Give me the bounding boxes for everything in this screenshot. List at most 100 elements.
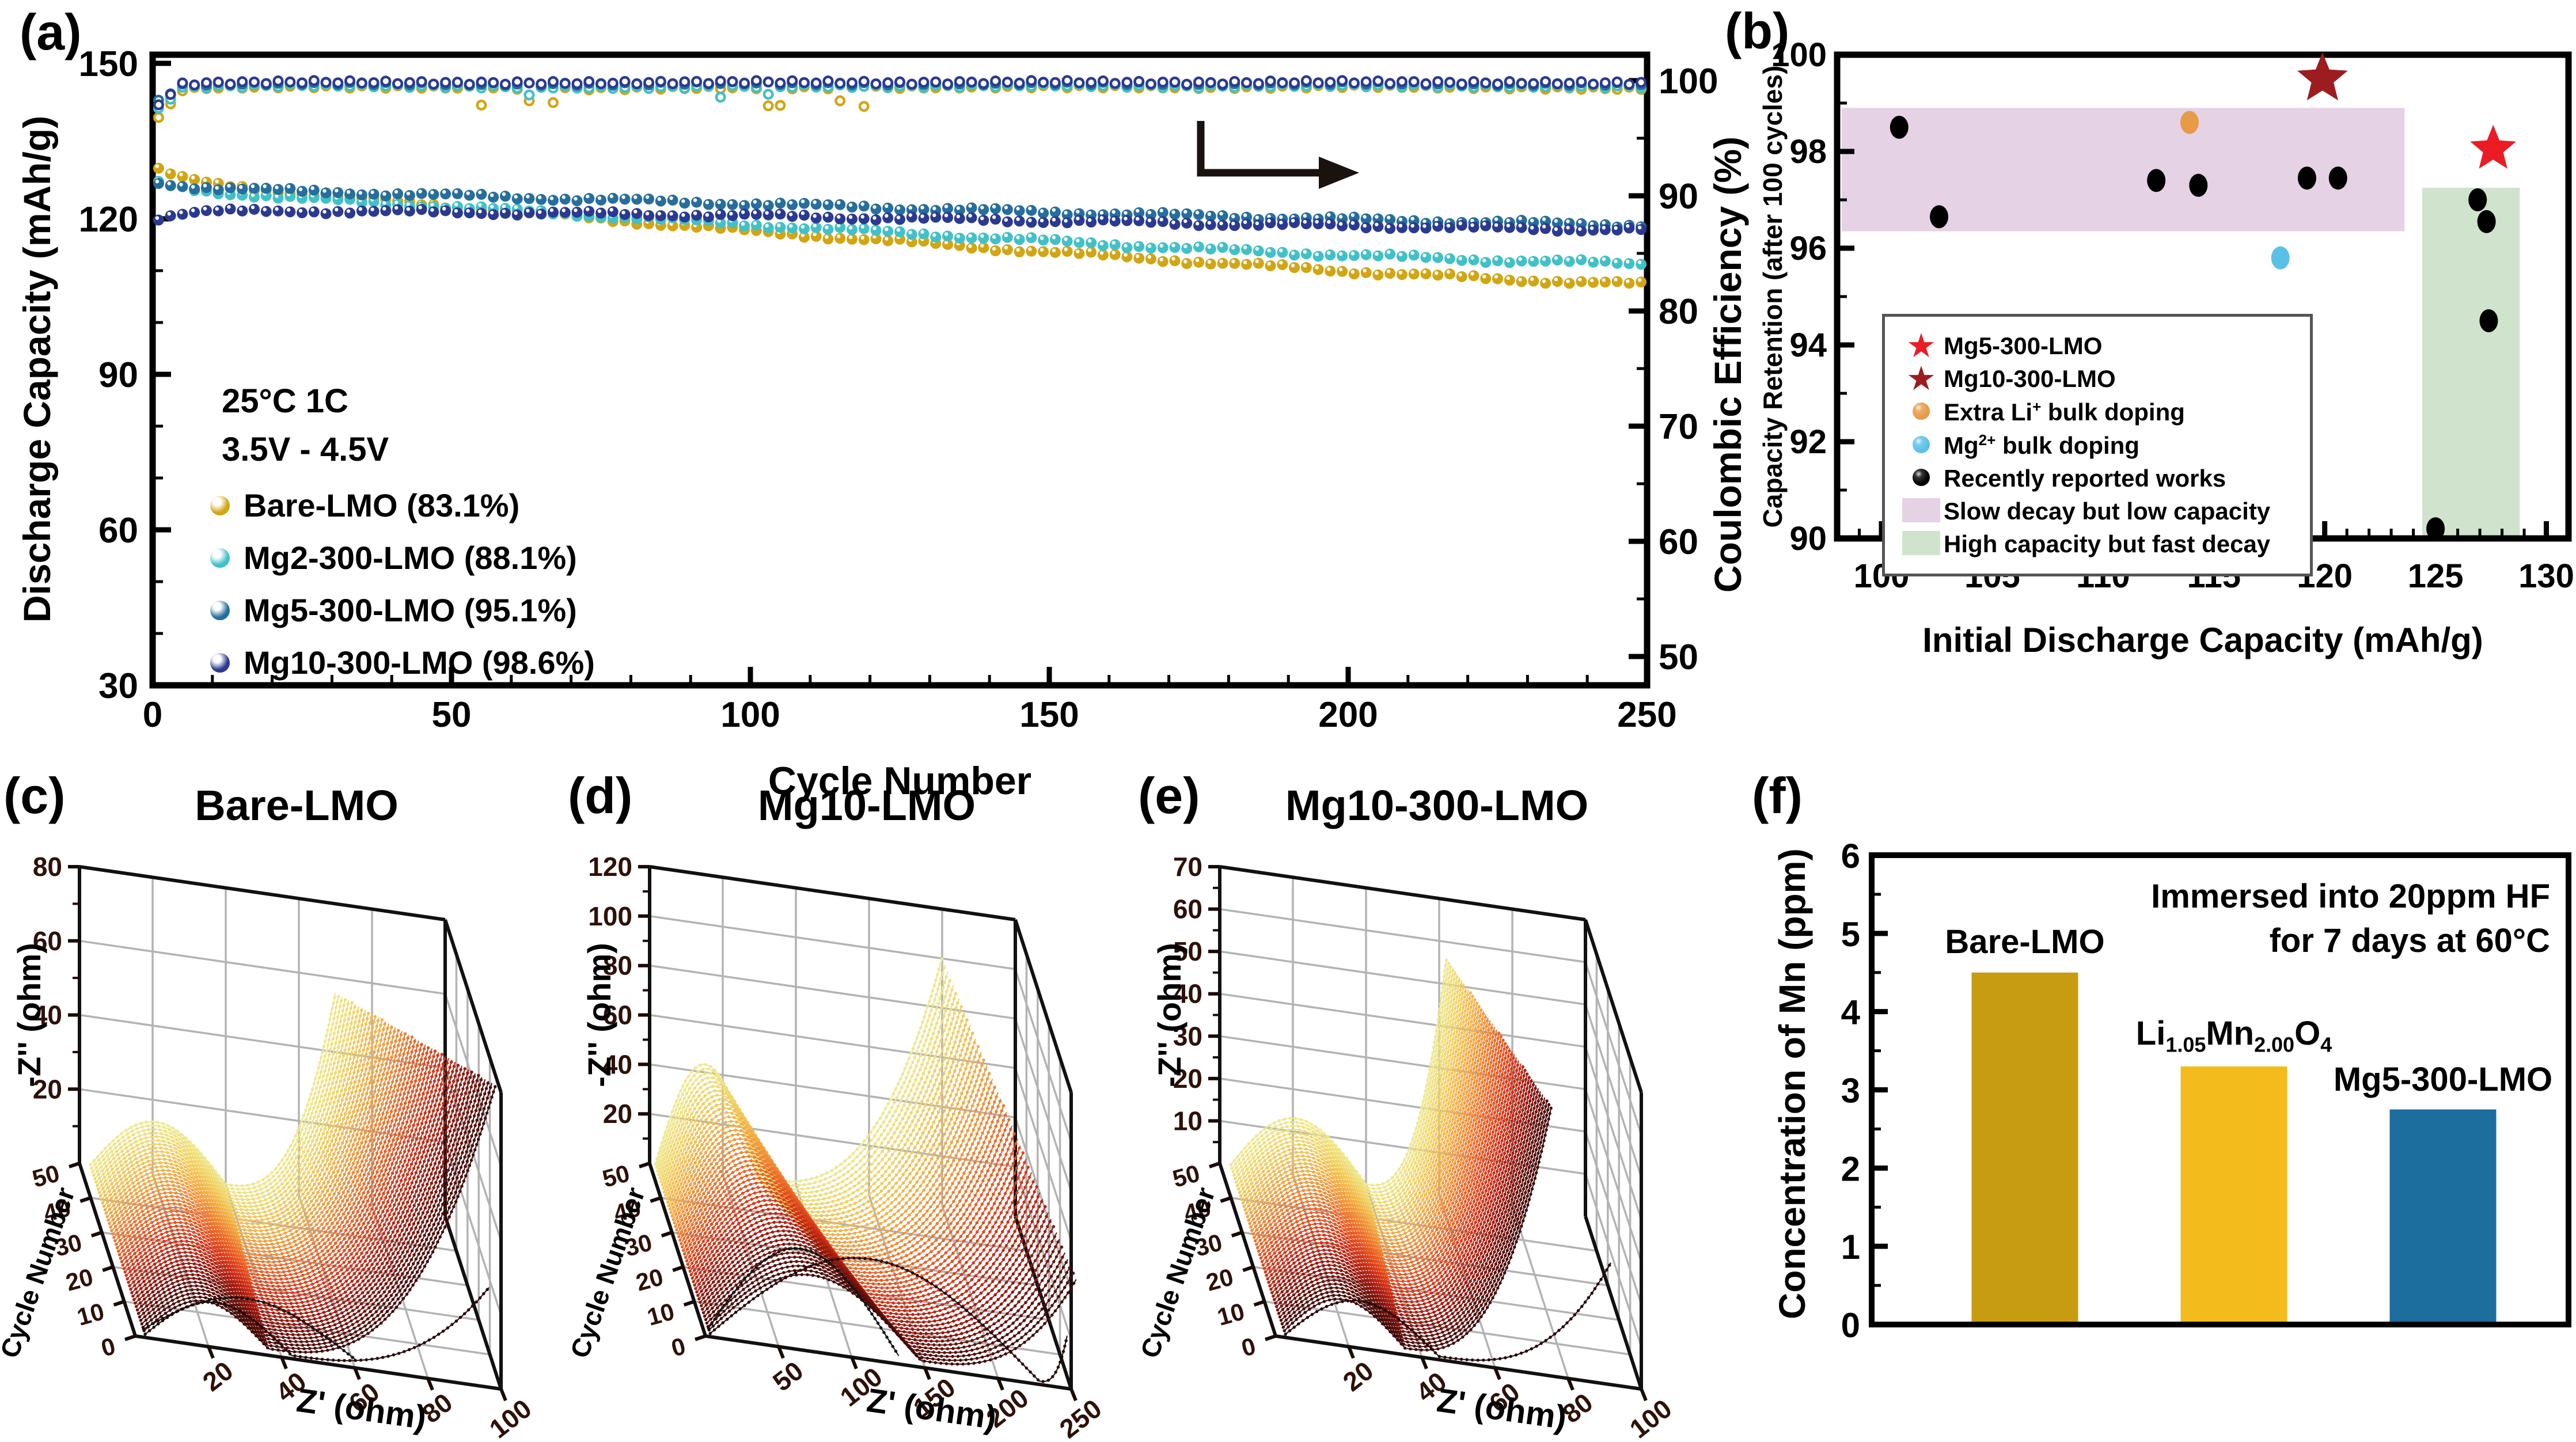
waterfall-beads <box>708 1256 1069 1383</box>
a-capacity-marker-sheen <box>1243 220 1247 224</box>
a-capacity-marker-sheen <box>1076 210 1080 214</box>
waterfall-beads <box>101 1012 374 1226</box>
a-capacity-marker <box>762 200 774 211</box>
frame-edge <box>443 919 503 1093</box>
a-capacity-marker-sheen <box>1231 259 1235 264</box>
a-capacity-marker-sheen <box>1637 225 1642 230</box>
a-series-efficiency-Mg10-300-LMO <box>153 75 1647 111</box>
waterfall-beads <box>1238 982 1466 1215</box>
a-capacity-marker-sheen <box>562 208 566 212</box>
a-efficiency-marker-hole <box>514 79 521 85</box>
a-y-left-axis-title: Discharge Capacity (mAh/g) <box>16 115 58 623</box>
a-capacity-marker <box>177 181 188 192</box>
cycle-tick <box>113 1300 125 1307</box>
a-capacity-marker-sheen <box>382 192 386 196</box>
b-legend-item-3: Mg2+ bulk doping <box>1899 431 2296 460</box>
a-capacity-marker-sheen <box>1363 251 1367 255</box>
a-capacity-marker-sheen <box>1363 223 1367 228</box>
a-capacity-marker-sheen <box>765 202 769 206</box>
a-capacity-marker-sheen <box>885 237 889 241</box>
a-efficiency-marker-hole <box>1279 79 1285 86</box>
a-capacity-marker <box>1049 206 1061 218</box>
a-capacity-marker <box>1217 210 1228 222</box>
waterfall-beads <box>1269 1068 1527 1311</box>
a-capacity-marker-sheen <box>908 213 912 217</box>
a-capacity-marker-sheen <box>526 195 530 199</box>
a-capacity-marker-sheen <box>932 206 936 211</box>
a-capacity-marker <box>1551 255 1563 266</box>
a-capacity-marker-sheen <box>466 208 470 213</box>
a-yl-tick-label: 60 <box>98 511 138 551</box>
a-x-tick-label: 200 <box>1318 695 1378 735</box>
a-capacity-marker-sheen <box>549 208 554 212</box>
frame-edge <box>1218 1163 1277 1337</box>
b-dot-marker <box>2426 517 2445 541</box>
b-star-marker <box>2297 52 2348 101</box>
z-tick-label: 30 <box>1173 1021 1202 1051</box>
a-capacity-marker-sheen <box>1171 243 1175 248</box>
a-capacity-marker <box>1193 220 1204 232</box>
a-capacity-marker <box>798 198 810 209</box>
f-annotation-line-2: for 7 days at 60°C <box>2269 922 2550 959</box>
a-capacity-marker <box>1265 246 1276 258</box>
grid-line <box>1014 969 1072 1143</box>
a-capacity-marker <box>798 210 810 221</box>
a-capacity-marker <box>1145 253 1156 265</box>
a-efficiency-marker-hole <box>1375 78 1381 84</box>
a-yr-tick-label: 60 <box>1659 522 1698 562</box>
a-efficiency-marker-hole <box>1291 79 1298 86</box>
a-capacity-marker-sheen <box>860 202 864 206</box>
a-efficiency-marker-hole <box>1268 78 1274 84</box>
panel-f-label: (f) <box>1752 767 1803 824</box>
a-capacity-marker-sheen <box>549 196 554 200</box>
a-capacity-marker <box>787 222 798 234</box>
a-capacity-marker-sheen <box>310 208 314 212</box>
a-capacity-marker-sheen <box>1398 271 1403 275</box>
panel-a-label: (a) <box>20 3 82 60</box>
waterfall-beads <box>120 1045 430 1285</box>
a-capacity-marker-sheen <box>645 211 650 216</box>
b-x-tick-label: 130 <box>2518 557 2574 595</box>
waterfall-line <box>1265 1054 1515 1292</box>
a-capacity-marker-sheen <box>777 199 781 203</box>
panel-d-title: Mg10-LMO <box>757 781 976 829</box>
a-capacity-marker-sheen <box>1327 212 1331 217</box>
a-capacity-marker <box>1097 249 1109 261</box>
a-capacity-marker-sheen <box>323 189 327 193</box>
a-capacity-marker-sheen <box>179 172 183 177</box>
a-capacity-marker-sheen <box>860 225 864 229</box>
a-capacity-marker-sheen <box>825 225 829 230</box>
a-capacity-marker-sheen <box>1231 221 1235 226</box>
a-capacity-marker <box>1384 223 1396 234</box>
a-capacity-marker <box>787 211 798 222</box>
a-capacity-marker-sheen <box>801 233 805 237</box>
a-capacity-marker-sheen <box>1076 238 1080 242</box>
a-capacity-marker <box>440 205 452 217</box>
a-capacity-marker <box>1229 257 1240 269</box>
a-capacity-marker-sheen <box>1398 223 1403 228</box>
waterfall-beads <box>115 1035 414 1268</box>
a-capacity-marker <box>1420 252 1432 263</box>
a-capacity-marker <box>966 202 977 214</box>
a-capacity-marker <box>870 214 882 226</box>
a-efficiency-marker-hole <box>1243 79 1250 86</box>
a-capacity-marker <box>942 212 954 223</box>
f-y-tick-label: 4 <box>1841 993 1861 1032</box>
frame-edge <box>1584 1216 1643 1390</box>
a-capacity-marker-sheen <box>885 227 889 232</box>
cycle-tick <box>90 1231 103 1238</box>
b-legend-label: Recently reported works <box>1944 465 2226 492</box>
a-capacity-marker-sheen <box>1386 215 1391 219</box>
a-capacity-marker-sheen <box>1136 242 1140 246</box>
a-efficiency-marker-hole <box>932 79 939 85</box>
a-capacity-marker-sheen <box>1506 276 1510 280</box>
a-capacity-marker-sheen <box>1386 225 1391 229</box>
x-tick-label: 20 <box>197 1356 238 1397</box>
a-capacity-marker-sheen <box>1195 210 1200 215</box>
a-capacity-marker <box>392 188 404 200</box>
b-dot-marker <box>2180 111 2199 134</box>
a-capacity-marker-sheen <box>1410 217 1414 221</box>
a-capacity-marker <box>1300 262 1312 274</box>
a-efficiency-marker-hole <box>1422 81 1429 87</box>
a-capacity-marker-sheen <box>1398 217 1403 222</box>
